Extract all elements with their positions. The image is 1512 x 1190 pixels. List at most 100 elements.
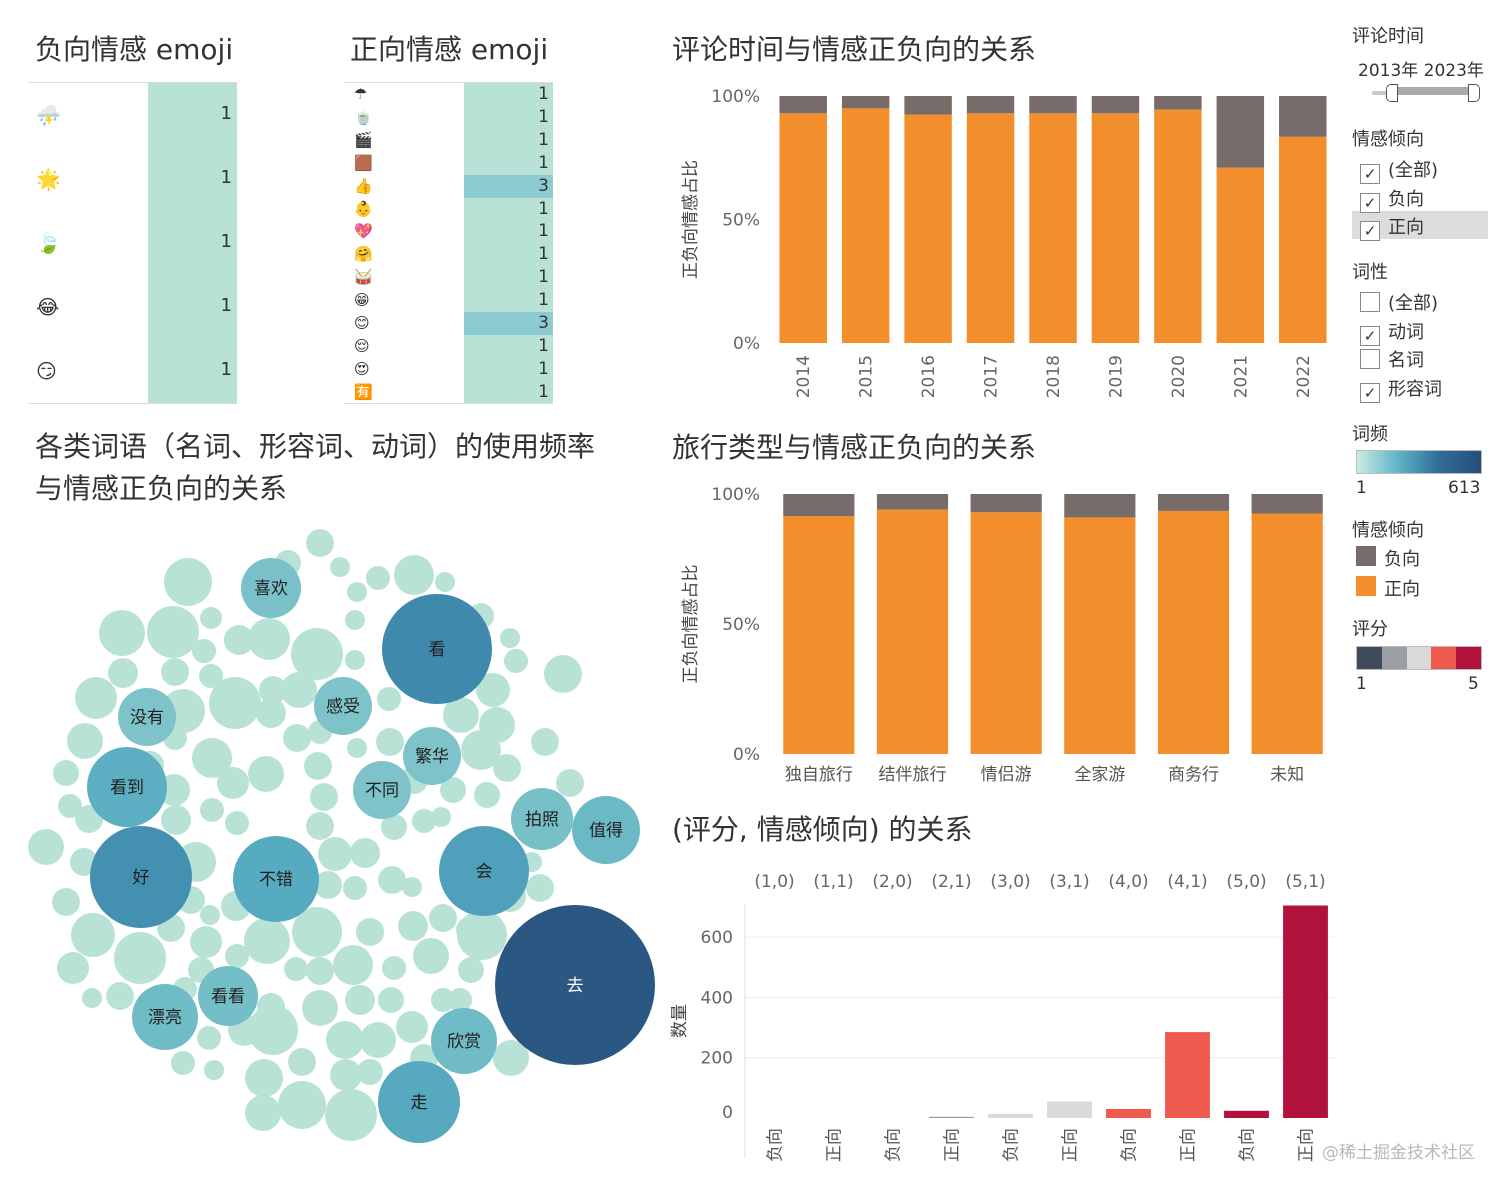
bar-positive[interactable] [1064, 517, 1136, 754]
word-bubble[interactable] [402, 877, 422, 897]
word-bubble[interactable] [330, 557, 350, 577]
word-bubble[interactable] [58, 794, 82, 818]
bar-negative[interactable] [904, 96, 952, 115]
pos-emoji-row[interactable]: 🤗 1 [344, 243, 553, 266]
word-bubble[interactable] [200, 798, 224, 822]
word-bubble[interactable] [306, 812, 334, 840]
word-bubble[interactable] [357, 1059, 383, 1085]
word-bubble[interactable] [53, 760, 79, 786]
word-bubble[interactable] [474, 782, 500, 808]
word-bubble[interactable] [291, 628, 343, 680]
word-bubble[interactable] [439, 826, 529, 916]
word-bubble[interactable] [304, 752, 332, 780]
word-bubble[interactable] [241, 558, 301, 618]
word-bubble[interactable] [376, 728, 404, 756]
word-bubble[interactable] [435, 572, 455, 592]
word-bubble[interactable] [118, 688, 176, 746]
word-bubble[interactable] [378, 987, 404, 1013]
word-bubble[interactable] [248, 618, 290, 660]
word-bubble[interactable] [440, 777, 466, 803]
word-bubble[interactable] [443, 697, 479, 733]
word-bubble[interactable] [398, 911, 428, 941]
word-bubble[interactable] [199, 664, 223, 688]
word-bubble[interactable] [233, 836, 319, 922]
bar-negative[interactable] [841, 96, 890, 109]
bar-positive[interactable] [1251, 513, 1323, 755]
word-bubble[interactable] [396, 1011, 428, 1043]
bar-positive[interactable] [1154, 109, 1202, 344]
word-bubble[interactable] [192, 639, 216, 663]
word-bubble[interactable] [347, 582, 367, 602]
word-bubble[interactable] [256, 698, 286, 728]
word-bubble[interactable] [248, 1005, 298, 1055]
word-bubble[interactable] [200, 607, 222, 629]
bar-positive[interactable] [1216, 167, 1265, 343]
filter-option[interactable]: 名词 [1360, 346, 1424, 372]
score-bar[interactable] [1047, 1101, 1092, 1118]
neg-emoji-row[interactable]: 😏 1 [28, 339, 237, 403]
pos-emoji-row[interactable]: 🈶 1 [344, 381, 553, 404]
word-bubble[interactable] [314, 677, 372, 735]
checkbox-checked-icon[interactable]: ✓ [1360, 164, 1380, 184]
neg-emoji-row[interactable]: 😂 1 [28, 275, 237, 339]
bar-positive[interactable] [1279, 136, 1327, 343]
word-bubble[interactable] [204, 1060, 224, 1080]
pos-emoji-row[interactable]: 😌 1 [344, 335, 553, 358]
score-bar[interactable] [1165, 1032, 1210, 1118]
word-bubble[interactable] [431, 988, 455, 1012]
word-bubble[interactable] [106, 982, 134, 1010]
bar-positive[interactable] [779, 113, 827, 343]
bar-negative[interactable] [1279, 96, 1327, 137]
word-bubble[interactable] [164, 558, 212, 606]
word-bubble[interactable] [306, 957, 334, 985]
word-bubble[interactable] [57, 952, 89, 984]
filter-option[interactable]: ✓ 动词 [1360, 318, 1424, 346]
word-bubble[interactable] [284, 957, 308, 981]
word-bubble[interactable] [353, 761, 411, 819]
word-bubble[interactable] [99, 610, 145, 656]
time-range-start-handle[interactable] [1386, 84, 1398, 102]
word-bubble[interactable] [292, 907, 342, 957]
word-bubble[interactable] [394, 555, 434, 595]
word-bubble[interactable] [310, 783, 338, 811]
word-bubble[interactable] [504, 649, 528, 673]
word-bubble[interactable] [476, 673, 510, 707]
word-bubble[interactable] [278, 1081, 326, 1129]
word-bubble[interactable] [314, 871, 342, 899]
score-bar[interactable] [1224, 1110, 1269, 1118]
score-bar[interactable] [929, 1116, 974, 1118]
bar-positive[interactable] [970, 512, 1042, 754]
word-bubble[interactable] [333, 945, 373, 985]
word-bubble[interactable] [318, 837, 352, 871]
word-bubble[interactable] [531, 728, 559, 756]
word-bubble[interactable] [493, 1040, 529, 1076]
word-bubble[interactable] [132, 984, 198, 1050]
pos-emoji-row[interactable]: 😊 3 [344, 312, 553, 335]
score-bar[interactable] [1106, 1108, 1151, 1118]
word-bubble[interactable] [288, 1048, 316, 1076]
pos-emoji-row[interactable]: 🎬 1 [344, 129, 553, 152]
checkbox-checked-icon[interactable]: ✓ [1360, 382, 1380, 403]
pos-emoji-row[interactable]: 😁 1 [344, 289, 553, 312]
word-bubble[interactable] [225, 811, 249, 835]
bar-negative[interactable] [1029, 96, 1077, 114]
score-bar[interactable] [988, 1113, 1033, 1118]
word-bubble[interactable] [248, 756, 284, 792]
word-bubble[interactable] [306, 529, 334, 557]
bar-negative[interactable] [970, 494, 1042, 513]
word-bubble[interactable] [572, 796, 640, 864]
word-bubble[interactable] [448, 988, 472, 1012]
word-bubble[interactable] [283, 724, 311, 752]
word-bubble[interactable] [325, 1089, 377, 1141]
word-bubble[interactable] [197, 1026, 221, 1050]
word-bubble[interactable] [347, 738, 367, 758]
word-bubble[interactable] [412, 809, 436, 833]
bar-negative[interactable] [1091, 96, 1140, 114]
filter-option[interactable]: ✓ (全部) [1360, 156, 1438, 184]
word-bubble[interactable] [500, 628, 520, 648]
word-bubble[interactable] [209, 677, 261, 729]
word-bubble[interactable] [245, 1095, 281, 1131]
word-bubble[interactable] [556, 769, 584, 797]
word-bubble[interactable] [192, 738, 232, 778]
word-bubble[interactable] [526, 874, 554, 902]
